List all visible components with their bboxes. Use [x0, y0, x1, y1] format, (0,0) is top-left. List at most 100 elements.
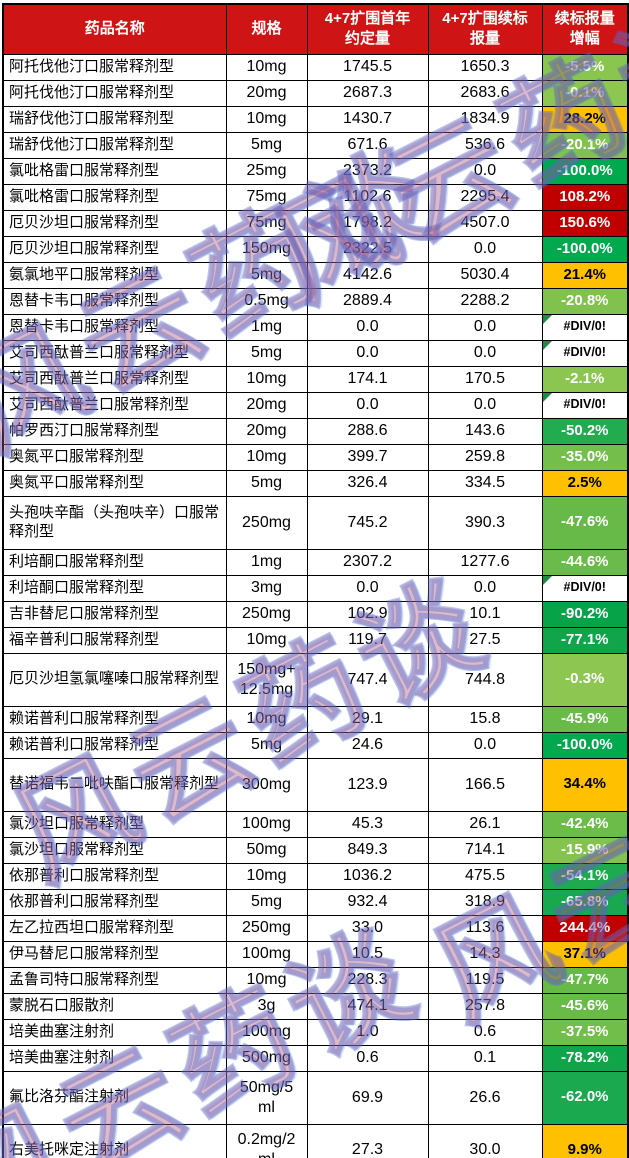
spec-cell[interactable]: 20mg — [225, 391, 308, 419]
change-cell[interactable]: -47.6% — [541, 495, 629, 550]
drug-name-cell[interactable]: 头孢呋辛酯（头孢呋辛）口服常释剂型 — [2, 495, 227, 550]
drug-name-cell[interactable]: 氨氯地平口服常释剂型 — [2, 261, 227, 289]
renewal-cell[interactable]: 1277.6 — [427, 548, 543, 576]
column-header-first-year[interactable]: 4+7扩围首年 约定量 — [306, 3, 429, 55]
first-year-cell[interactable]: 0.0 — [306, 574, 429, 602]
drug-name-cell[interactable]: 吉非替尼口服常释剂型 — [2, 600, 227, 628]
spec-cell[interactable]: 100mg — [225, 810, 308, 838]
renewal-cell[interactable]: 170.5 — [427, 365, 543, 393]
first-year-cell[interactable]: 69.9 — [306, 1070, 429, 1125]
spec-cell[interactable]: 1mg — [225, 548, 308, 576]
drug-name-cell[interactable]: 艾司西酞普兰口服常释剂型 — [2, 391, 227, 419]
spec-cell[interactable]: 0.5mg — [225, 287, 308, 315]
spec-cell[interactable]: 3g — [225, 992, 308, 1020]
change-cell[interactable]: -62.0% — [541, 1070, 629, 1125]
change-cell[interactable]: -2.1% — [541, 365, 629, 393]
first-year-cell[interactable]: 0.0 — [306, 339, 429, 367]
spec-cell[interactable]: 75mg — [225, 209, 308, 237]
first-year-cell[interactable]: 399.7 — [306, 443, 429, 471]
renewal-cell[interactable]: 714.1 — [427, 836, 543, 864]
spec-cell[interactable]: 5mg — [225, 731, 308, 759]
first-year-cell[interactable]: 10.5 — [306, 940, 429, 968]
renewal-cell[interactable]: 113.6 — [427, 914, 543, 942]
first-year-cell[interactable]: 123.9 — [306, 757, 429, 812]
renewal-cell[interactable]: 26.1 — [427, 810, 543, 838]
renewal-cell[interactable]: 26.6 — [427, 1070, 543, 1125]
first-year-cell[interactable]: 474.1 — [306, 992, 429, 1020]
renewal-cell[interactable]: 1834.9 — [427, 105, 543, 133]
drug-name-cell[interactable]: 赖诺普利口服常释剂型 — [2, 731, 227, 759]
change-cell[interactable]: 34.4% — [541, 757, 629, 812]
change-cell[interactable]: -15.9% — [541, 836, 629, 864]
first-year-cell[interactable]: 1102.6 — [306, 183, 429, 211]
drug-name-cell[interactable]: 利培酮口服常释剂型 — [2, 548, 227, 576]
drug-name-cell[interactable]: 赖诺普利口服常释剂型 — [2, 705, 227, 733]
drug-name-cell[interactable]: 瑞舒伐他汀口服常释剂型 — [2, 105, 227, 133]
spec-cell[interactable]: 250mg — [225, 495, 308, 550]
renewal-cell[interactable]: 4507.0 — [427, 209, 543, 237]
first-year-cell[interactable]: 326.4 — [306, 469, 429, 497]
change-cell[interactable]: -100.0% — [541, 235, 629, 263]
change-cell[interactable]: -78.2% — [541, 1044, 629, 1072]
renewal-cell[interactable]: 166.5 — [427, 757, 543, 812]
drug-name-cell[interactable]: 利培酮口服常释剂型 — [2, 574, 227, 602]
first-year-cell[interactable]: 1430.7 — [306, 105, 429, 133]
renewal-cell[interactable]: 0.0 — [427, 313, 543, 341]
change-cell[interactable]: 244.4% — [541, 914, 629, 942]
renewal-cell[interactable]: 0.0 — [427, 235, 543, 263]
first-year-cell[interactable]: 2307.2 — [306, 548, 429, 576]
spec-cell[interactable]: 1mg — [225, 313, 308, 341]
drug-name-cell[interactable]: 左乙拉西坦口服常释剂型 — [2, 914, 227, 942]
change-cell[interactable]: -100.0% — [541, 731, 629, 759]
column-header-spec[interactable]: 规格 — [225, 3, 308, 55]
renewal-cell[interactable]: 27.5 — [427, 626, 543, 654]
first-year-cell[interactable]: 288.6 — [306, 417, 429, 445]
spec-cell[interactable]: 150mg+ 12.5mg — [225, 652, 308, 707]
drug-name-cell[interactable]: 伊马替尼口服常释剂型 — [2, 940, 227, 968]
renewal-cell[interactable]: 30.0 — [427, 1123, 543, 1158]
first-year-cell[interactable]: 0.6 — [306, 1044, 429, 1072]
renewal-cell[interactable]: 390.3 — [427, 495, 543, 550]
drug-name-cell[interactable]: 恩替卡韦口服常释剂型 — [2, 313, 227, 341]
renewal-cell[interactable]: 0.6 — [427, 1018, 543, 1046]
first-year-cell[interactable]: 1745.5 — [306, 53, 429, 81]
first-year-cell[interactable]: 1036.2 — [306, 862, 429, 890]
change-cell[interactable]: -20.8% — [541, 287, 629, 315]
first-year-cell[interactable]: 45.3 — [306, 810, 429, 838]
drug-name-cell[interactable]: 氯吡格雷口服常释剂型 — [2, 157, 227, 185]
renewal-cell[interactable]: 257.8 — [427, 992, 543, 1020]
spec-cell[interactable]: 50mg — [225, 836, 308, 864]
renewal-cell[interactable]: 0.0 — [427, 339, 543, 367]
first-year-cell[interactable]: 932.4 — [306, 888, 429, 916]
drug-name-cell[interactable]: 孟鲁司特口服常释剂型 — [2, 966, 227, 994]
first-year-cell[interactable]: 2889.4 — [306, 287, 429, 315]
drug-name-cell[interactable]: 氯吡格雷口服常释剂型 — [2, 183, 227, 211]
spec-cell[interactable]: 10mg — [225, 365, 308, 393]
first-year-cell[interactable]: 2373.2 — [306, 157, 429, 185]
first-year-cell[interactable]: 0.0 — [306, 391, 429, 419]
first-year-cell[interactable]: 27.3 — [306, 1123, 429, 1158]
drug-name-cell[interactable]: 阿托伐他汀口服常释剂型 — [2, 53, 227, 81]
spec-cell[interactable]: 0.2mg/2 ml — [225, 1123, 308, 1158]
drug-name-cell[interactable]: 氯沙坦口服常释剂型 — [2, 836, 227, 864]
drug-name-cell[interactable]: 氟比洛芬酯注射剂 — [2, 1070, 227, 1125]
renewal-cell[interactable]: 1650.3 — [427, 53, 543, 81]
change-cell[interactable]: 9.9% — [541, 1123, 629, 1158]
spec-cell[interactable]: 5mg — [225, 339, 308, 367]
first-year-cell[interactable]: 29.1 — [306, 705, 429, 733]
renewal-cell[interactable]: 2295.4 — [427, 183, 543, 211]
first-year-cell[interactable]: 849.3 — [306, 836, 429, 864]
change-cell[interactable]: -35.0% — [541, 443, 629, 471]
change-cell[interactable]: -44.6% — [541, 548, 629, 576]
renewal-cell[interactable]: 318.9 — [427, 888, 543, 916]
spec-cell[interactable]: 5mg — [225, 888, 308, 916]
spec-cell[interactable]: 100mg — [225, 1018, 308, 1046]
column-header-change[interactable]: 续标报量 增幅 — [541, 3, 629, 55]
renewal-cell[interactable]: 0.0 — [427, 157, 543, 185]
change-cell[interactable]: -42.4% — [541, 810, 629, 838]
renewal-cell[interactable]: 259.8 — [427, 443, 543, 471]
renewal-cell[interactable]: 475.5 — [427, 862, 543, 890]
drug-name-cell[interactable]: 艾司西酞普兰口服常释剂型 — [2, 365, 227, 393]
change-cell[interactable]: -54.1% — [541, 862, 629, 890]
drug-name-cell[interactable]: 奥氮平口服常释剂型 — [2, 443, 227, 471]
